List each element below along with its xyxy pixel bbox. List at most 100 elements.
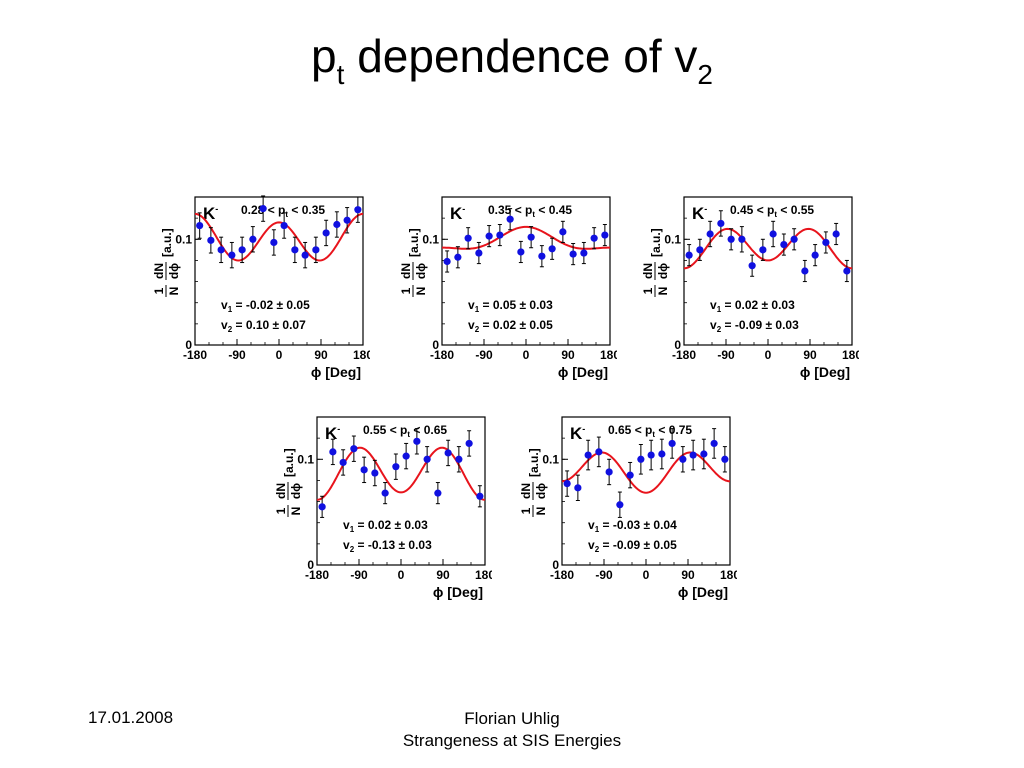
data-point (455, 455, 463, 463)
x-tick-label: 180 (720, 568, 737, 582)
y-tick-label: 0 (432, 338, 439, 352)
v1-value: = 0.05 ± 0.03 (479, 298, 553, 312)
data-point (464, 234, 472, 242)
x-tick-label: 0 (523, 348, 530, 362)
y-tick-label: 0.1 (175, 232, 192, 246)
v2-sub: 2 (228, 325, 233, 334)
data-point (291, 246, 299, 254)
particle-charge: - (215, 204, 218, 214)
particle-charge: - (582, 424, 585, 434)
x-tick-label: 90 (561, 348, 575, 362)
data-point (574, 484, 582, 492)
data-point (759, 246, 767, 254)
pt-range-title: 0.35 < pt < 0.45 (488, 203, 572, 219)
v2-value: = -0.09 ± 0.03 (721, 318, 799, 332)
pt-range-high: < 0.55 (777, 203, 814, 217)
data-point (402, 452, 410, 460)
data-point (217, 246, 225, 254)
x-tick-label: -90 (717, 348, 735, 362)
v2-symbol: v (588, 538, 595, 552)
v1-value: = -0.02 ± 0.05 (232, 298, 310, 312)
data-point (832, 230, 840, 238)
x-axis-unit: [Deg] (572, 364, 608, 380)
data-point (700, 450, 708, 458)
pt-range-high: < 0.45 (535, 203, 572, 217)
data-point (465, 439, 473, 448)
pt-range-title: 0.65 < pt < 0.75 (608, 423, 692, 439)
data-point (392, 463, 400, 471)
x-axis-symbol: ϕ (558, 364, 572, 380)
y-label-unit: [a.u.] (160, 228, 174, 257)
footer-date: 17.01.2008 (88, 708, 174, 727)
data-point (350, 445, 358, 453)
v1-value: = 0.02 ± 0.03 (354, 518, 428, 532)
data-point (548, 245, 556, 253)
particle-name: K (692, 204, 705, 223)
x-tick-label: 180 (842, 348, 859, 362)
y-label-dphi: dϕ (414, 263, 428, 279)
x-axis-label: ϕ [Deg] (678, 584, 728, 600)
x-tick-label: -90 (595, 568, 613, 582)
data-point (721, 455, 729, 463)
y-label-unit: [a.u.] (527, 448, 541, 477)
data-point (249, 235, 257, 243)
v1-annotation: v1 = 0.02 ± 0.03 (710, 298, 795, 314)
data-point (485, 232, 493, 240)
footer-talk-title: Strangeness at SIS Energies (402, 731, 622, 750)
v2-sub: 2 (350, 545, 355, 554)
data-point (333, 220, 341, 229)
y-label-dn: dN (399, 263, 413, 279)
v1-sub: 1 (475, 305, 480, 314)
v2-value: = 0.10 ± 0.07 (232, 318, 306, 332)
v2-annotation: v2 = 0.10 ± 0.07 (221, 318, 306, 334)
data-point (790, 235, 798, 243)
particle-label: K- (450, 204, 465, 223)
x-axis-symbol: ϕ (678, 584, 692, 600)
particle-name: K (450, 204, 463, 223)
data-point (689, 451, 697, 459)
y-axis-label: 1 NdN dϕ [a.u.] (152, 228, 181, 297)
data-point (706, 230, 714, 238)
data-point (196, 221, 204, 230)
x-tick-label: -90 (228, 348, 246, 362)
v1-symbol: v (710, 298, 717, 312)
data-point (238, 246, 246, 254)
y-axis-label: 1 NdN dϕ [a.u.] (641, 228, 670, 297)
x-tick-label: 90 (314, 348, 328, 362)
x-tick-label: -180 (550, 568, 574, 582)
y-tick-label: 0.1 (297, 452, 314, 466)
pt-range-low: 0.55 < p (363, 423, 407, 437)
data-point (423, 455, 431, 463)
data-point (339, 458, 347, 467)
y-tick-label: 0.1 (422, 232, 439, 246)
data-point (658, 450, 666, 458)
plot-frame (316, 416, 486, 566)
data-point (605, 468, 613, 476)
data-point (259, 205, 267, 213)
x-tick-label: -90 (350, 568, 368, 582)
y-label-one: 1 (399, 287, 413, 294)
x-axis-label: ϕ [Deg] (433, 584, 483, 600)
data-point (626, 471, 634, 479)
x-tick-label: -90 (475, 348, 493, 362)
pt-range-sub: t (407, 430, 410, 439)
v1-symbol: v (221, 298, 228, 312)
data-point (322, 229, 330, 237)
data-point (769, 230, 777, 238)
data-point (685, 251, 693, 259)
data-point (444, 449, 452, 457)
x-axis-unit: [Deg] (692, 584, 728, 600)
pt-range-sub: t (652, 430, 655, 439)
pt-range-low: 0.45 < p (730, 203, 774, 217)
particle-label: K- (203, 204, 218, 223)
x-tick-label: 0 (643, 568, 650, 582)
y-axis-label: 1 NdN dϕ [a.u.] (519, 448, 548, 517)
x-tick-label: 90 (803, 348, 817, 362)
y-label-dn: dN (152, 263, 166, 279)
v2-symbol: v (343, 538, 350, 552)
v1-sub: 1 (350, 525, 355, 534)
data-point (354, 206, 362, 214)
data-point (563, 480, 571, 488)
y-axis-label: 1 NdN dϕ [a.u.] (274, 448, 303, 517)
pt-range-title: 0.55 < pt < 0.65 (363, 423, 447, 439)
